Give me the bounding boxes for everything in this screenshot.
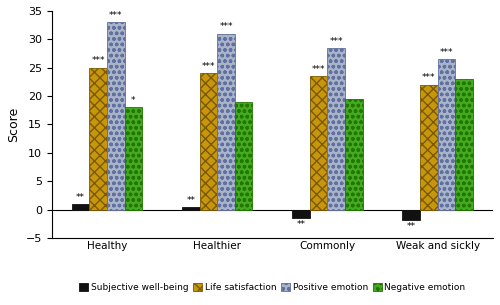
Bar [200,74,217,210]
Bar [345,99,362,210]
Bar [235,102,252,210]
Text: *: * [131,96,136,105]
Bar [182,207,200,210]
Bar [107,22,124,210]
Bar [402,210,420,220]
Text: ***: *** [312,65,326,74]
Bar [456,79,473,210]
Text: ***: *** [440,48,454,57]
Bar [438,59,456,210]
Y-axis label: Score: Score [7,107,20,142]
Text: ***: *** [92,56,105,65]
Bar [90,68,107,210]
Text: **: ** [76,192,85,202]
Text: ***: *** [330,37,343,45]
Bar [310,76,328,210]
Text: ***: *** [109,11,122,20]
Bar [292,210,310,218]
Bar [328,48,345,210]
Text: **: ** [296,220,306,229]
Legend: Subjective well-being, Life satisfaction, Positive emotion, Negative emotion: Subjective well-being, Life satisfaction… [80,283,466,292]
Text: **: ** [186,196,195,205]
Text: **: ** [406,222,416,231]
Bar [420,85,438,210]
Text: ***: *** [202,62,215,71]
Bar [72,204,90,210]
Text: ***: *** [220,22,233,31]
Text: ***: *** [422,74,436,82]
Bar [124,107,142,210]
Bar [217,34,235,210]
